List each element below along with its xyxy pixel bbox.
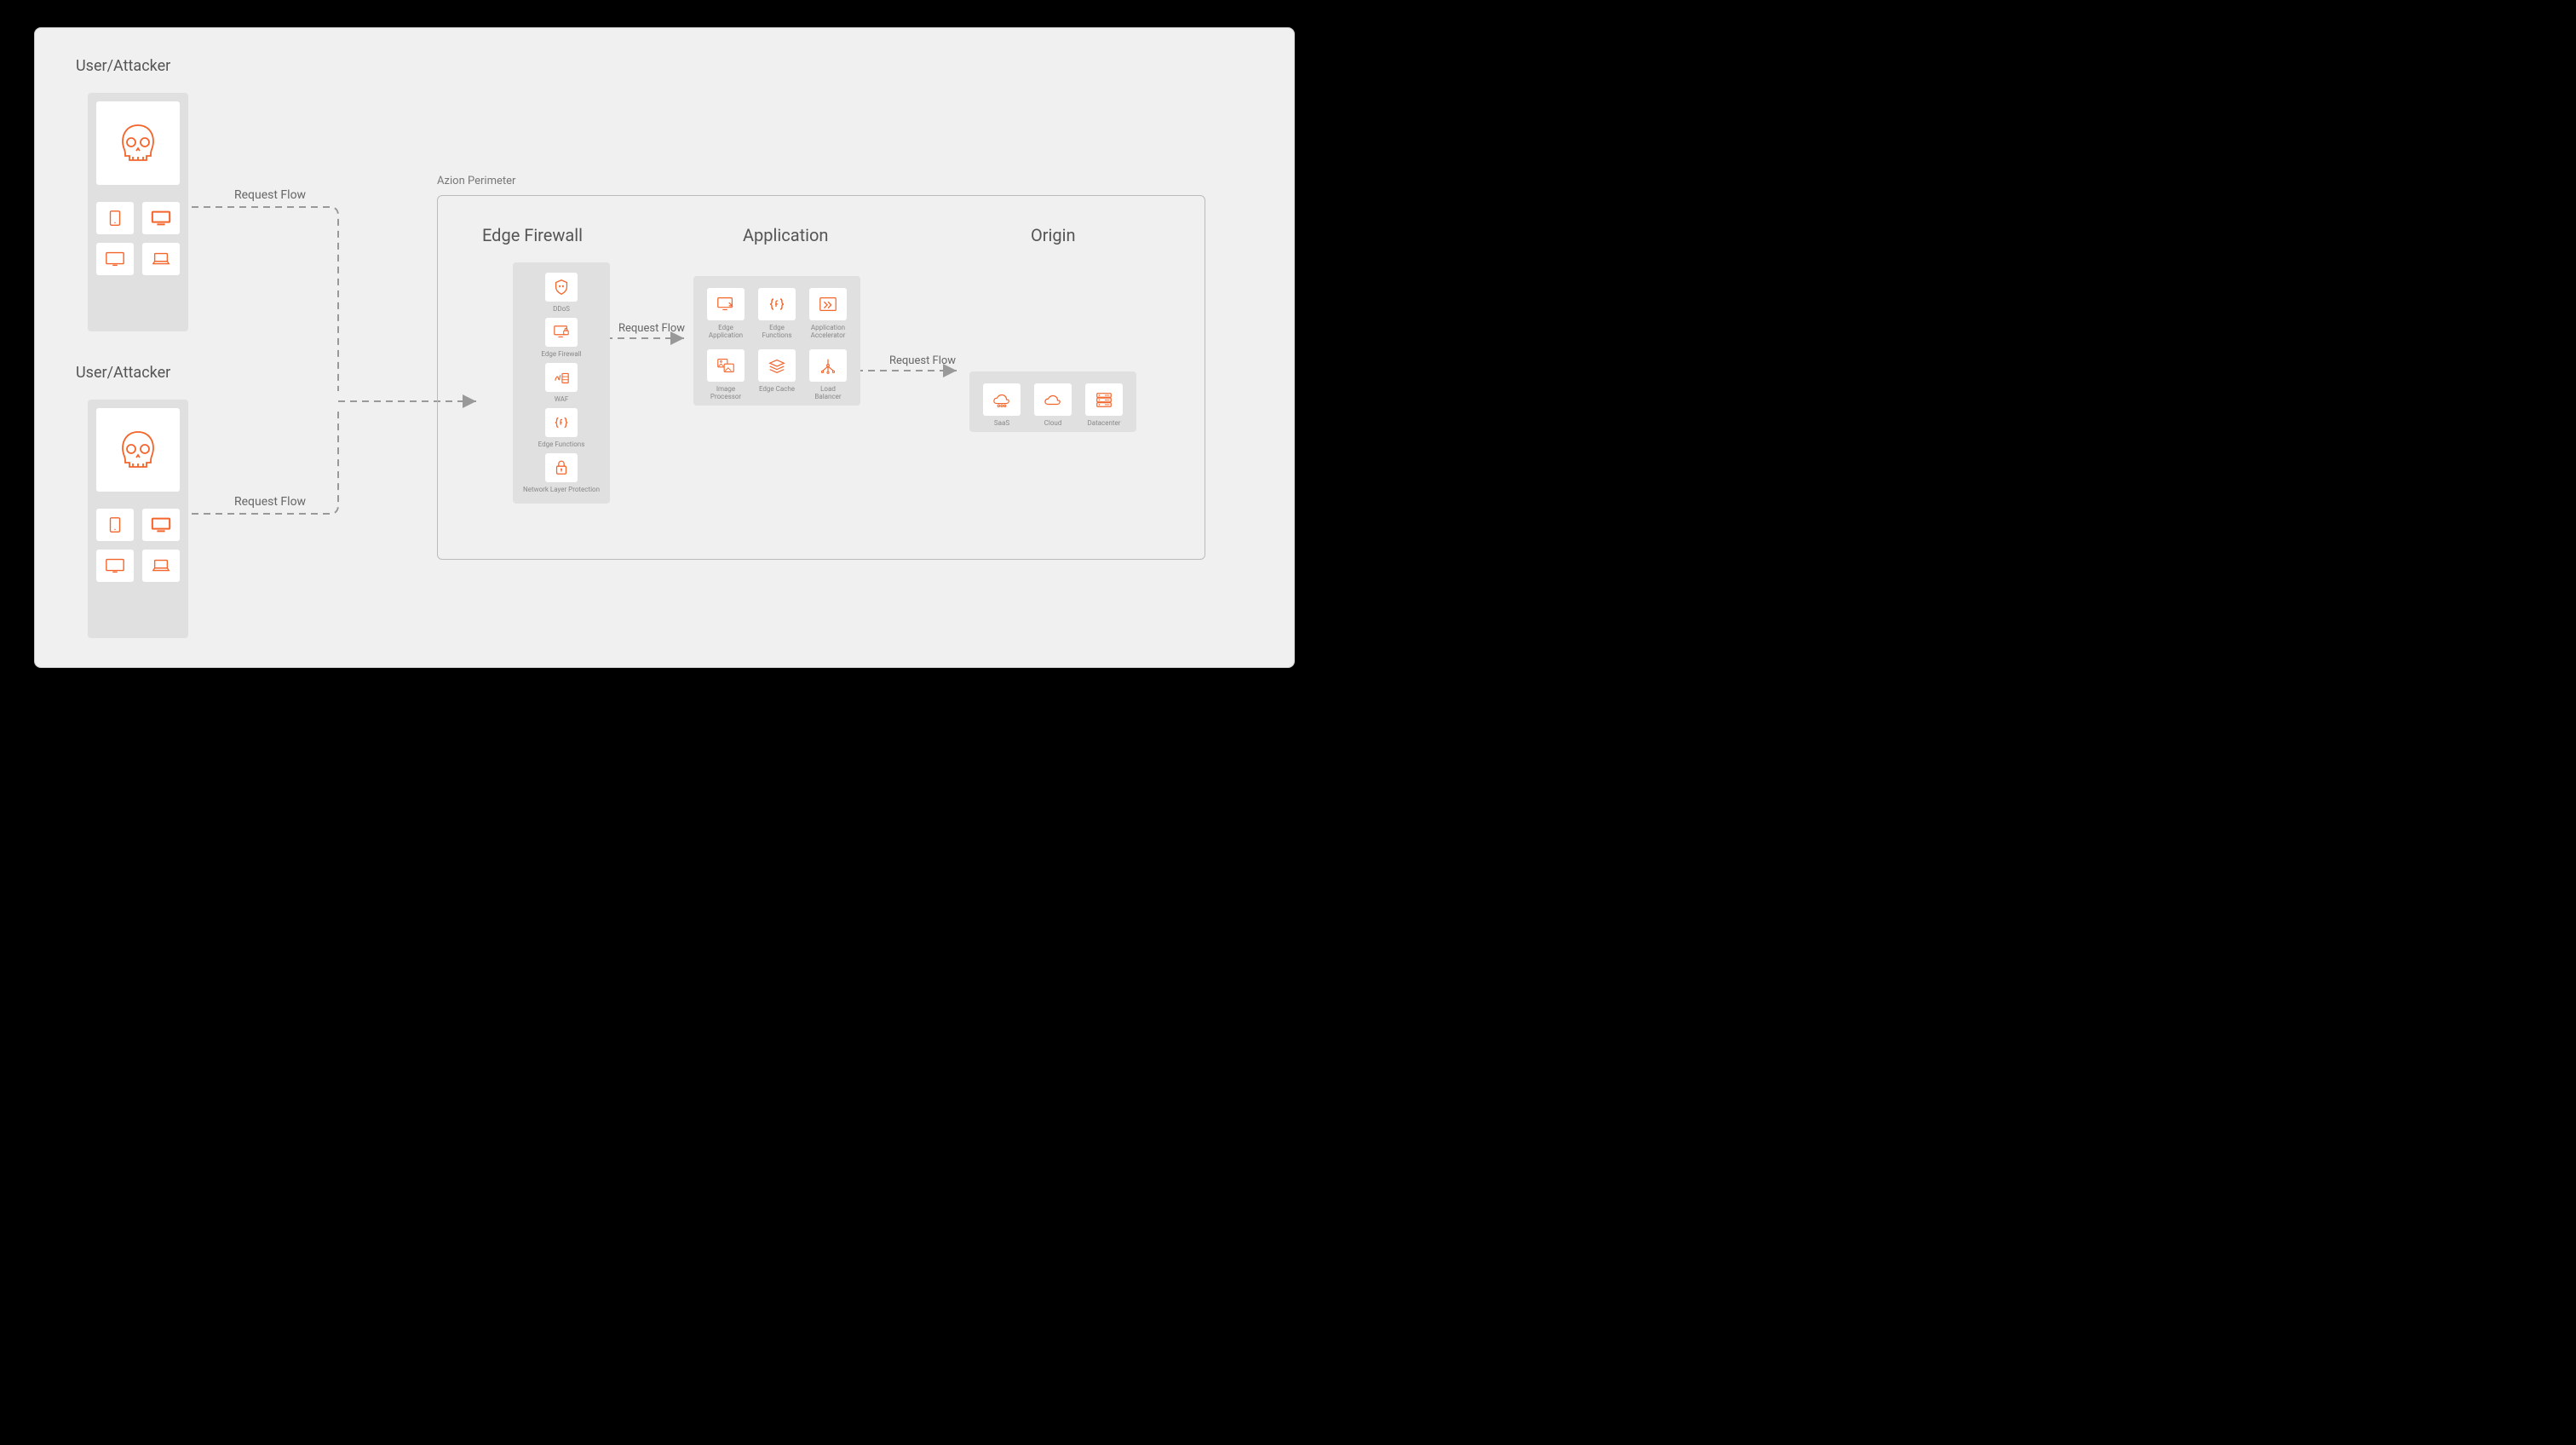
lock-icon	[545, 453, 578, 482]
monitor-arrow-icon	[707, 288, 745, 320]
datacenter-icon	[1085, 383, 1123, 416]
image-processor-icon	[707, 349, 745, 382]
edge-cache-label: Edge Cache	[759, 385, 795, 393]
application-card: Edge Application Edge Functions Applicat…	[693, 276, 860, 406]
monitor-icon	[142, 509, 180, 541]
perimeter-box: Edge Firewall DDoS Edge Firewall WAF Edg…	[437, 195, 1205, 560]
network-layer-protection-label: Network Layer Protection	[523, 486, 600, 493]
origin-title: Origin	[1031, 225, 1076, 245]
function-icon	[758, 288, 796, 320]
edge-application-label: Edge Application	[705, 324, 746, 339]
flow-label-app: Request Flow	[889, 354, 956, 367]
application-title: Application	[743, 225, 828, 245]
laptop-icon	[142, 243, 180, 275]
app-accelerator-label: Application Accelerator	[808, 324, 848, 339]
cloud-label: Cloud	[1044, 419, 1062, 427]
saas-icon	[983, 383, 1021, 416]
cache-icon	[758, 349, 796, 382]
skull-icon	[96, 101, 180, 185]
diagram-frame: User/Attacker Request Flow User/Attacker	[34, 27, 1295, 668]
tv-icon	[96, 243, 134, 275]
flow-label-firewall: Request Flow	[618, 322, 685, 335]
user-attacker-label-1: User/Attacker	[76, 57, 170, 75]
perimeter-label: Azion Perimeter	[437, 175, 515, 187]
function-icon	[545, 408, 578, 437]
accelerator-icon	[809, 288, 847, 320]
edge-functions-label-2: Edge Functions	[756, 324, 797, 339]
edge-firewall-label: Edge Firewall	[541, 350, 581, 358]
monitor-icon	[142, 202, 180, 234]
tablet-icon	[96, 509, 134, 541]
laptop-icon	[142, 550, 180, 582]
tablet-icon	[96, 202, 134, 234]
edge-functions-label-1: Edge Functions	[538, 440, 585, 448]
flow-label-2: Request Flow	[234, 495, 306, 509]
flow-label-1: Request Flow	[234, 188, 306, 202]
edge-firewall-card: DDoS Edge Firewall WAF Edge Functions Ne…	[513, 262, 610, 504]
tv-icon	[96, 550, 134, 582]
waf-icon	[545, 363, 578, 392]
shield-icon	[545, 273, 578, 302]
edge-firewall-title: Edge Firewall	[482, 225, 583, 245]
ddos-label: DDoS	[553, 305, 570, 313]
monitor-lock-icon	[545, 318, 578, 347]
load-balancer-label: Load Balancer	[808, 385, 848, 400]
origin-card: SaaS Cloud Datacenter	[969, 371, 1136, 432]
skull-icon	[96, 408, 180, 492]
user-attacker-card-2	[88, 400, 188, 638]
waf-label: WAF	[555, 395, 569, 403]
cloud-icon	[1034, 383, 1072, 416]
datacenter-label: Datacenter	[1088, 419, 1121, 427]
image-processor-label: Image Processor	[705, 385, 746, 400]
saas-label: SaaS	[994, 419, 1009, 427]
load-balancer-icon	[809, 349, 847, 382]
user-attacker-card-1	[88, 93, 188, 331]
user-attacker-label-2: User/Attacker	[76, 364, 170, 382]
